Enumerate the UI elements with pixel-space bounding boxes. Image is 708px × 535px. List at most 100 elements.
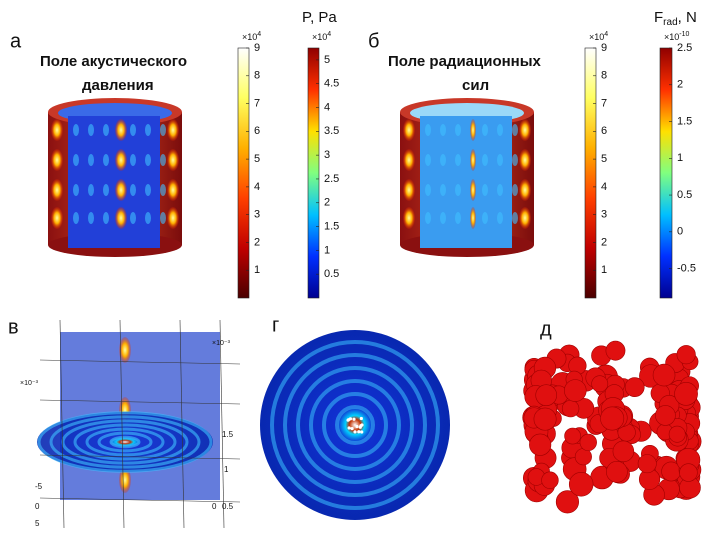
colorbar-title: P, Pa [302,9,337,26]
axis-text: ×10⁻³ [212,340,231,347]
side-lobe [145,212,151,224]
rim-spot [403,119,415,141]
particle [562,400,579,417]
side-lobe [73,184,79,196]
side-lobe [512,212,518,224]
colorbar-tick-label: 0.5 [324,268,339,280]
cut-section [420,116,512,248]
colorbar [660,48,672,298]
particle [569,472,593,496]
panel-title: сил [462,77,489,94]
multiplier-exponent: 4 [327,31,331,38]
hot-spot [470,119,476,141]
rim-spot [403,179,415,201]
colorbar-tick-label: 3 [254,209,260,221]
particle [564,380,586,402]
particle [638,454,656,472]
hot-spot [115,207,127,229]
colorbar-tick-label: 0 [677,226,683,238]
particle [565,428,581,444]
particle [677,345,696,364]
colorbar-tick-label: 2 [324,197,330,209]
colorbar-tick-label: 2 [254,236,260,248]
colorbar-tick-label: 5 [324,54,330,66]
rim-spot [519,119,531,141]
side-lobe [103,184,109,196]
colorbar-tick-label: 5 [254,153,260,165]
axis-text: 0.5 [222,502,234,511]
colorbar-tick-label: 7 [254,97,260,109]
side-lobe [497,184,503,196]
hot-spot [115,119,127,141]
particle [359,424,362,427]
colorbar-tick-label: 1 [324,244,330,256]
title-tail: , N [678,9,697,26]
panel-label: д [540,318,552,340]
particle [680,464,698,482]
multiplier-exponent: 4 [604,31,608,38]
axis-text: 0 [35,502,40,511]
side-lobe [88,184,94,196]
colorbar-tick-label: 8 [254,70,260,82]
particle [653,364,675,386]
side-lobe [425,124,431,136]
colorbar-tick-label: 2.5 [677,42,692,54]
side-lobe [160,184,166,196]
side-lobe [440,184,446,196]
title-main: F [654,9,663,26]
colorbar-tick-label: 1 [254,264,260,276]
panel-label: в [8,316,19,338]
side-lobe [103,124,109,136]
hot-spot [115,179,127,201]
side-lobe [440,124,446,136]
rim-spot [51,149,63,171]
side-lobe [455,124,461,136]
particle [606,461,627,482]
side-lobe [482,184,488,196]
side-lobe [73,154,79,166]
hot-spot [470,149,476,171]
cut-section [68,116,160,248]
colorbar-tick-label: 6 [254,125,260,137]
side-lobe [482,124,488,136]
particle [669,426,685,442]
axis-text: 1 [224,465,229,474]
particle [348,426,351,429]
side-lobe [88,212,94,224]
colorbar [585,48,596,298]
colorbar-multiplier: ×10-10 [664,31,690,43]
frame-line [220,320,224,528]
side-lobe [73,124,79,136]
side-lobe [440,154,446,166]
colorbar-tick-label: 4 [324,101,330,113]
colorbar-tick-label: 7 [601,97,607,109]
hot-spot [115,149,127,171]
colorbar-tick-label: 1 [677,152,683,164]
colorbar-title: Frad, N [654,9,697,28]
particle [529,434,551,456]
side-lobe [482,154,488,166]
panel-label: г [272,314,279,336]
particle [360,430,363,433]
axis-text: 5 [35,519,40,528]
panel-title: давления [82,77,154,94]
colorbar-multiplier: ×104 [312,31,331,43]
side-lobe [440,212,446,224]
particle [357,430,360,433]
particle [347,418,350,421]
multiplier-base: ×10 [589,32,604,42]
colorbar [308,48,319,298]
colorbar-tick-label: 4 [601,181,607,193]
side-lobe [130,212,136,224]
side-lobe [497,212,503,224]
rim-spot [519,207,531,229]
panel-title: Поле акустического [40,53,187,70]
rim-spot [403,149,415,171]
side-lobe [130,154,136,166]
colorbar-tick-label: 2 [677,79,683,91]
colorbar-tick-label: 6 [601,125,607,137]
colorbar-tick-label: 1.5 [677,115,692,127]
colorbar-tick-label: 5 [601,153,607,165]
axis-text: -5 [35,482,43,491]
colorbar-tick-label: 3.5 [324,125,339,137]
